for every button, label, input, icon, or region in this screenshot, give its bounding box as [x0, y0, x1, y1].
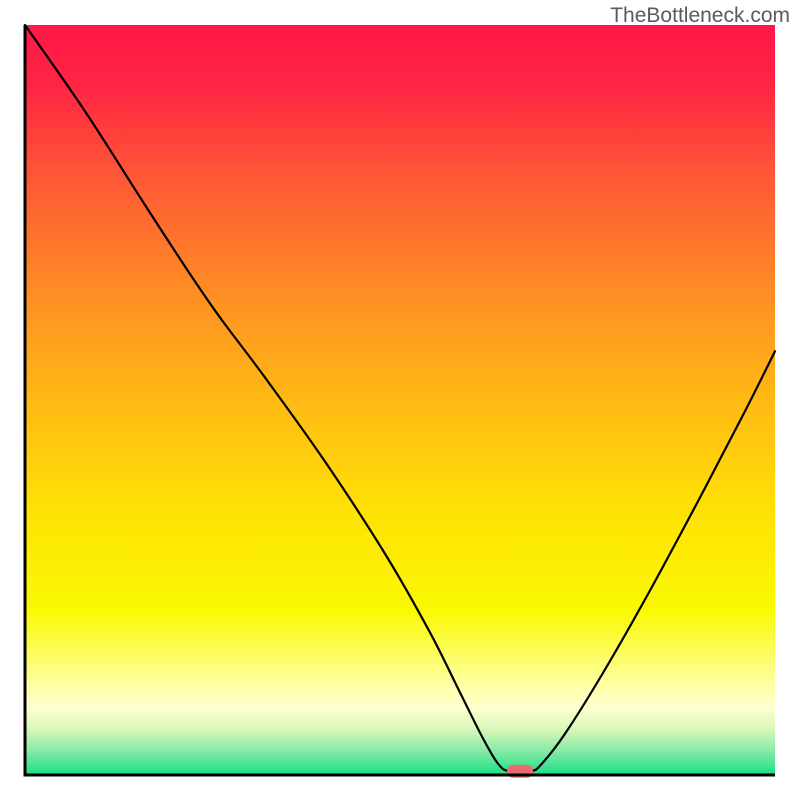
chart-container: TheBottleneck.com	[0, 0, 800, 800]
watermark-text: TheBottleneck.com	[610, 4, 790, 28]
plot-background	[25, 25, 775, 775]
bottleneck-chart	[0, 0, 800, 800]
